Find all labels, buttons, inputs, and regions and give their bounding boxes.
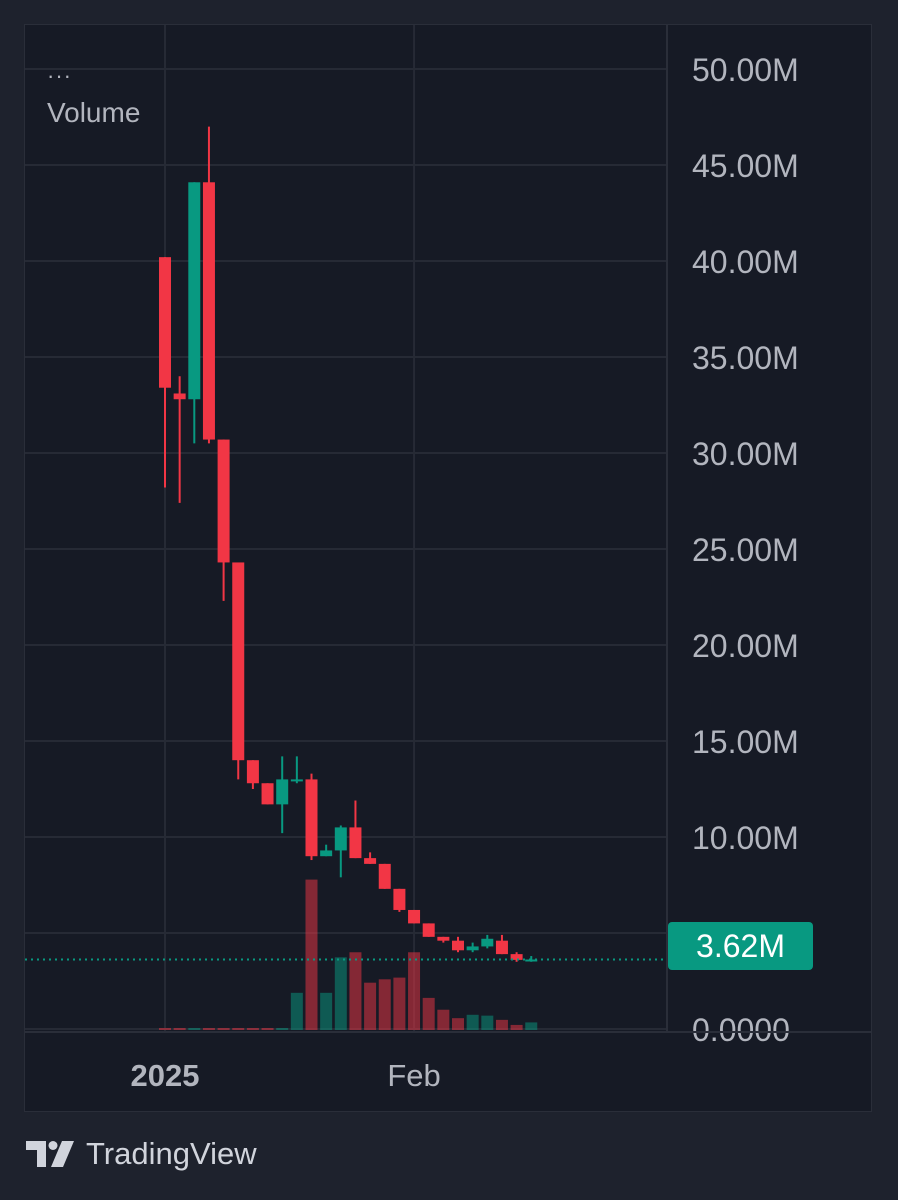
volume-bar <box>246 1028 259 1030</box>
y-tick-label: 0.0000 <box>692 1012 790 1048</box>
volume-bar <box>173 1028 186 1030</box>
candle-body <box>173 393 186 400</box>
candle-body <box>305 779 318 857</box>
candle-body <box>159 257 171 388</box>
candle-body <box>437 936 450 941</box>
candle-body <box>217 439 230 563</box>
y-tick-label: 40.00M <box>692 244 799 280</box>
volume-bar <box>525 1022 538 1030</box>
y-tick-label: 50.00M <box>692 52 799 88</box>
volume-bar <box>378 979 391 1030</box>
legend-more-icon[interactable]: ··· <box>47 63 72 88</box>
candle-body <box>320 850 333 857</box>
volume-bar <box>437 1009 450 1030</box>
candle-body <box>408 909 421 924</box>
y-tick-label: 10.00M <box>692 820 799 856</box>
candle-body <box>510 954 523 960</box>
volume-bar <box>290 992 303 1030</box>
candle-body <box>232 562 245 761</box>
candle-body <box>393 888 406 910</box>
candle-body <box>481 938 494 947</box>
tradingview-footer[interactable]: TradingView <box>24 1136 257 1172</box>
legend-title[interactable]: Volume <box>47 97 141 128</box>
y-tick-label: 15.00M <box>692 724 799 760</box>
candle-body <box>378 863 391 889</box>
candle-body <box>202 182 215 440</box>
volume-bar <box>349 952 362 1030</box>
volume-bar <box>276 1028 289 1030</box>
candle-body <box>188 182 201 400</box>
volume-bar <box>481 1015 494 1030</box>
volume-bar <box>422 997 435 1030</box>
grid-layer <box>25 25 667 1032</box>
volume-bar <box>261 1028 274 1030</box>
candle-body <box>422 923 435 937</box>
y-tick-label: 35.00M <box>692 340 799 376</box>
volume-bar <box>510 1024 523 1030</box>
volume-bar <box>159 1028 171 1030</box>
volume-bar <box>334 957 347 1030</box>
candle-body <box>276 779 289 805</box>
volume-bar <box>217 1028 230 1030</box>
candle-body <box>364 858 377 864</box>
x-tick-label: 2025 <box>131 1058 200 1093</box>
y-tick-label: 30.00M <box>692 436 799 472</box>
chart-panel[interactable]: 50.00M 45.00M 40.00M 35.00M 30.00M 25.00M 20.0… <box>24 24 872 1112</box>
tradingview-logo-icon <box>26 1141 74 1167</box>
candle-body <box>290 779 303 782</box>
volume-bar <box>202 1028 215 1030</box>
candle-layer <box>159 126 538 962</box>
candle-body <box>334 827 347 851</box>
candle-body <box>466 946 479 951</box>
candle-body <box>525 959 538 962</box>
x-tick-label: Feb <box>387 1058 440 1093</box>
volume-bar <box>305 879 318 1030</box>
volume-bar <box>408 952 421 1030</box>
footer-brand-text: TradingView <box>86 1136 257 1171</box>
last-price-badge: 3.62M <box>668 922 813 970</box>
y-tick-label: 20.00M <box>692 628 799 664</box>
y-tick-label: 25.00M <box>692 532 799 568</box>
volume-bar <box>495 1019 508 1030</box>
candle-body <box>246 760 259 784</box>
volume-bar <box>364 982 377 1030</box>
candle-body <box>452 940 464 951</box>
y-tick-label: 45.00M <box>692 148 799 184</box>
candle-body <box>349 827 362 859</box>
candle-body <box>261 783 274 805</box>
volume-bar <box>393 977 406 1030</box>
volume-bar <box>452 1018 464 1030</box>
volume-bar <box>466 1014 479 1030</box>
candle-body <box>495 940 508 955</box>
volume-bar <box>320 992 333 1030</box>
volume-layer <box>159 879 538 1030</box>
volume-bar <box>188 1028 201 1030</box>
volume-bar <box>232 1028 245 1030</box>
